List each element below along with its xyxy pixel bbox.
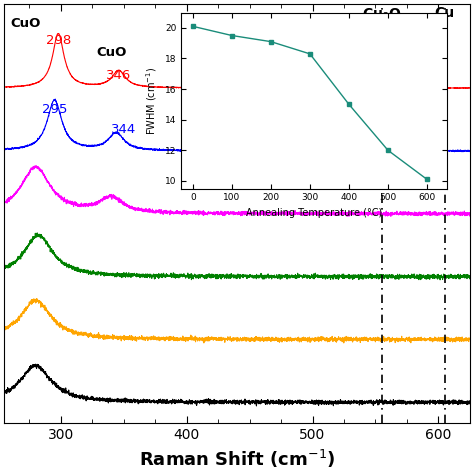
- Text: 346: 346: [106, 70, 131, 82]
- Text: CuO: CuO: [10, 17, 41, 30]
- Text: 344: 344: [111, 123, 137, 137]
- Text: Cu: Cu: [435, 6, 455, 20]
- Text: 295: 295: [42, 103, 67, 116]
- Text: CuO: CuO: [96, 46, 127, 59]
- X-axis label: Raman Shift (cm$^{-1}$): Raman Shift (cm$^{-1}$): [139, 448, 335, 470]
- Text: Cu$_2$O: Cu$_2$O: [362, 6, 401, 23]
- Text: 298: 298: [46, 34, 71, 47]
